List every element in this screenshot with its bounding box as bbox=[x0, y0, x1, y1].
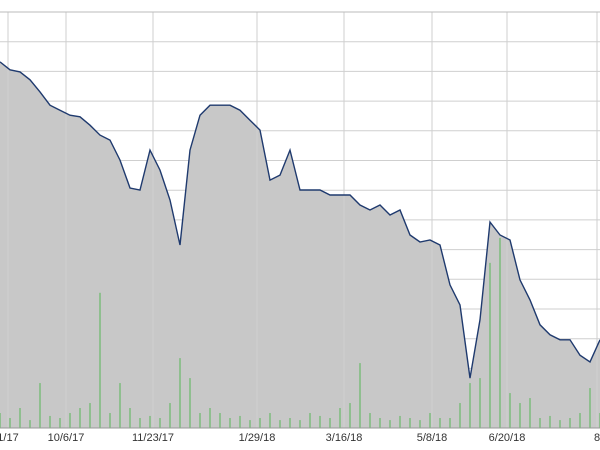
volume-bar bbox=[219, 413, 221, 428]
volume-bar bbox=[99, 292, 101, 428]
volume-bar bbox=[489, 262, 491, 428]
x-tick-label: 1/29/18 bbox=[239, 432, 276, 444]
volume-bar bbox=[29, 420, 31, 428]
volume-bar bbox=[359, 363, 361, 428]
volume-bar bbox=[509, 393, 511, 428]
volume-bar bbox=[419, 420, 421, 428]
volume-bar bbox=[79, 408, 81, 428]
volume-bar bbox=[249, 420, 251, 428]
x-tick-label: 5/8/18 bbox=[417, 432, 448, 444]
volume-bar bbox=[319, 415, 321, 428]
volume-bar bbox=[369, 413, 371, 428]
volume-bar bbox=[169, 403, 171, 428]
volume-bar bbox=[19, 408, 21, 428]
x-tick-label: 10/6/17 bbox=[48, 432, 85, 444]
volume-bar bbox=[119, 383, 121, 428]
price-line bbox=[0, 61, 600, 379]
x-tick-label: 6/20/18 bbox=[489, 432, 526, 444]
volume-bar bbox=[299, 420, 301, 428]
volume-bar bbox=[199, 413, 201, 428]
volume-bar bbox=[449, 418, 451, 428]
volume-bar bbox=[389, 420, 391, 428]
volume-bar bbox=[549, 415, 551, 428]
volume-bar bbox=[559, 420, 561, 428]
volume-bar bbox=[129, 408, 131, 428]
volume-bar bbox=[479, 378, 481, 428]
volume-bar bbox=[269, 413, 271, 428]
volume-bar bbox=[9, 418, 11, 428]
volume-bar bbox=[279, 420, 281, 428]
volume-bar bbox=[209, 408, 211, 428]
x-tick-label: 11/23/17 bbox=[132, 432, 174, 444]
volume-bar bbox=[569, 418, 571, 428]
volume-bar bbox=[529, 398, 531, 428]
x-tick-label: 8 bbox=[594, 432, 600, 444]
volume-bar bbox=[309, 413, 311, 428]
volume-bar bbox=[379, 418, 381, 428]
volume-bar bbox=[339, 408, 341, 428]
volume-bar bbox=[399, 415, 401, 428]
volume-bar bbox=[499, 237, 501, 428]
volume-bar bbox=[0, 413, 1, 428]
volume-bar bbox=[49, 415, 51, 428]
volume-bar bbox=[459, 403, 461, 428]
volume-bar bbox=[259, 418, 261, 428]
volume-bar bbox=[349, 403, 351, 428]
x-tick-label: 3/16/18 bbox=[326, 432, 363, 444]
volume-bar bbox=[289, 418, 291, 428]
volume-bar bbox=[229, 418, 231, 428]
volume-bar bbox=[69, 413, 71, 428]
volume-bar bbox=[159, 418, 161, 428]
volume-bar bbox=[89, 403, 91, 428]
price-area bbox=[0, 61, 600, 429]
volume-bar bbox=[429, 413, 431, 428]
volume-bar bbox=[139, 418, 141, 428]
volume-bar bbox=[39, 383, 41, 428]
volume-bar bbox=[579, 413, 581, 428]
volume-bar bbox=[469, 383, 471, 428]
volume-bar bbox=[439, 418, 441, 428]
volume-bar bbox=[329, 418, 331, 428]
volume-bar bbox=[59, 418, 61, 428]
volume-bar bbox=[239, 415, 241, 428]
volume-bar bbox=[189, 378, 191, 428]
volume-bar bbox=[539, 418, 541, 428]
volume-bar bbox=[179, 358, 181, 428]
volume-bar bbox=[149, 415, 151, 428]
volume-bar bbox=[519, 403, 521, 428]
x-tick-label: 1/17 bbox=[0, 432, 19, 444]
volume-bar bbox=[589, 388, 591, 428]
volume-bar bbox=[409, 418, 411, 428]
volume-bar bbox=[109, 413, 111, 428]
